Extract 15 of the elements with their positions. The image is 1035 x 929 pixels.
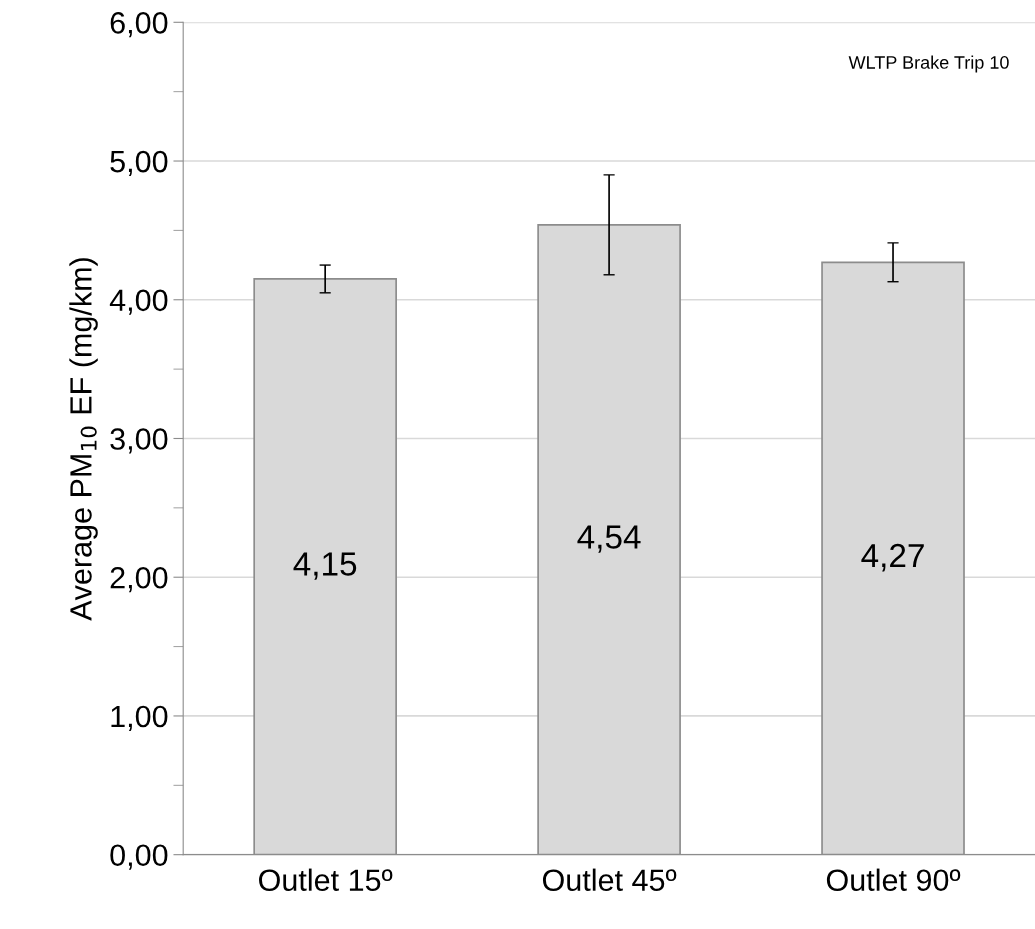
y-axis-title: Average PM$_{10}$ EF (mg/km) [69, 258, 98, 621]
y-tick-label: 2,00 [110, 566, 168, 593]
x-tick-label: Outlet 15º [259, 868, 393, 892]
y-tick-label: 6,00 [110, 12, 168, 38]
data-label: 4,27 [861, 543, 924, 572]
y-tick-label: 4,00 [109, 289, 168, 315]
x-tick-label: Outlet 45º [542, 868, 677, 892]
data-label: 4,54 [577, 525, 641, 553]
y-tick-label: 1,00 [111, 705, 168, 731]
y-tick-label: 5,00 [110, 150, 168, 177]
y-tick-label: 3,00 [110, 428, 168, 454]
annotation: WLTP Brake Trip 10 [848, 55, 1009, 73]
x-tick-label: Outlet 90º [826, 868, 961, 892]
data-label: 4,15 [293, 552, 357, 580]
y-tick-label: 0,00 [110, 844, 168, 870]
